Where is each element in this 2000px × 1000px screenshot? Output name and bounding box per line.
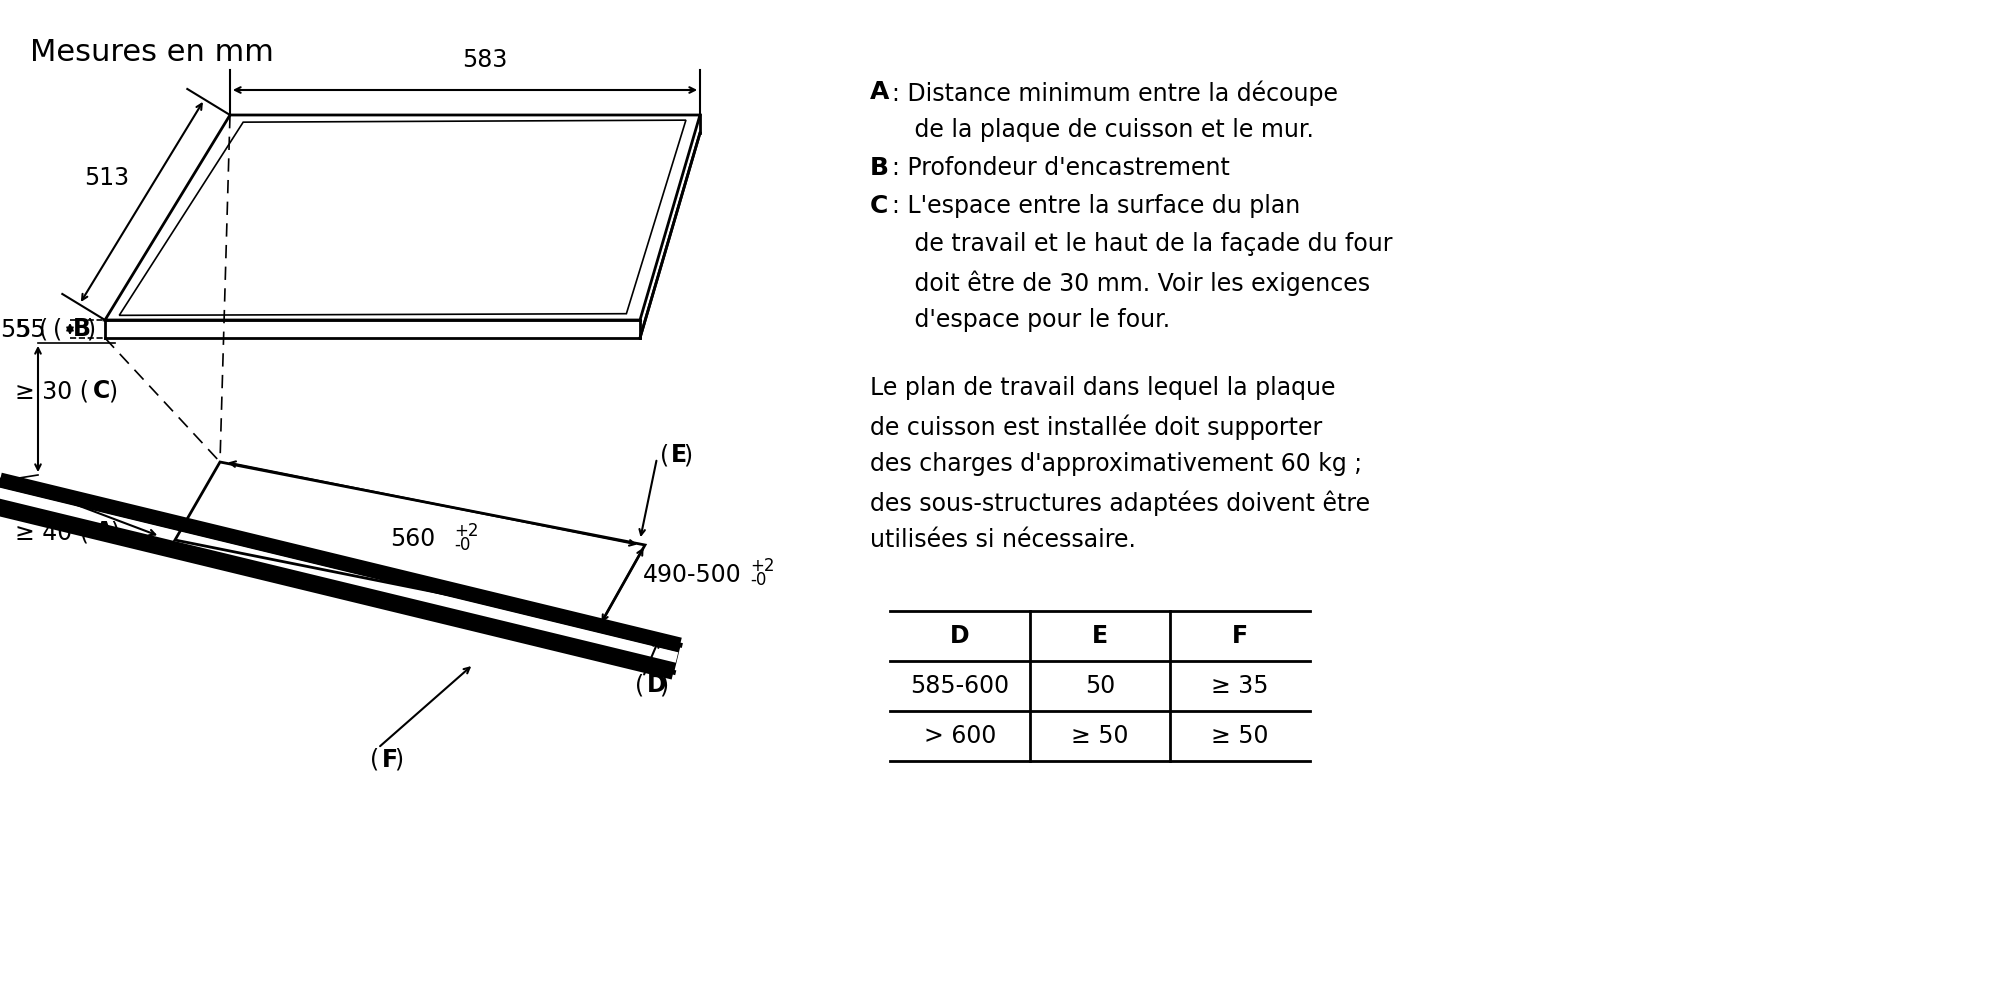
Text: D: D	[648, 673, 666, 697]
Text: 50: 50	[1084, 674, 1116, 698]
Text: ≥ 35: ≥ 35	[1212, 674, 1268, 698]
Text: ): )	[86, 317, 96, 341]
Text: (: (	[636, 673, 644, 697]
Text: ): )	[660, 673, 668, 697]
Text: 583: 583	[462, 48, 508, 72]
Text: +2: +2	[454, 522, 480, 540]
Text: des charges d'approximativement 60 kg ;: des charges d'approximativement 60 kg ;	[870, 452, 1362, 476]
Text: ): )	[108, 379, 118, 403]
Text: ≥ 40 (: ≥ 40 (	[16, 520, 88, 544]
Text: -0: -0	[454, 536, 470, 554]
Text: de la plaque de cuisson et le mur.: de la plaque de cuisson et le mur.	[892, 118, 1314, 142]
Text: ≥ 50: ≥ 50	[1072, 724, 1128, 748]
Text: 560: 560	[390, 526, 436, 550]
Text: d'espace pour le four.: d'espace pour le four.	[892, 308, 1170, 332]
Text: Mesures en mm: Mesures en mm	[30, 38, 274, 67]
Text: (: (	[370, 748, 380, 772]
Text: ≥ 30 (: ≥ 30 (	[16, 379, 88, 403]
Text: -0: -0	[750, 571, 766, 589]
Text: ): )	[394, 748, 404, 772]
Text: 55 (: 55 (	[0, 317, 48, 341]
Text: de travail et le haut de la façade du four: de travail et le haut de la façade du fo…	[892, 232, 1392, 256]
Text: Le plan de travail dans lequel la plaque: Le plan de travail dans lequel la plaque	[870, 376, 1336, 400]
Text: E: E	[672, 443, 688, 467]
Text: A: A	[870, 80, 890, 104]
Text: : L'espace entre la surface du plan: : L'espace entre la surface du plan	[892, 194, 1300, 218]
Text: : Profondeur d'encastrement: : Profondeur d'encastrement	[892, 156, 1230, 180]
Text: B: B	[72, 317, 92, 341]
Text: F: F	[1232, 624, 1248, 648]
Text: E: E	[1092, 624, 1108, 648]
Text: ): )	[684, 443, 692, 467]
Text: ): )	[110, 520, 120, 544]
Text: des sous-structures adaptées doivent être: des sous-structures adaptées doivent êtr…	[870, 490, 1370, 516]
Text: +2: +2	[750, 557, 776, 575]
Text: ≥ 50: ≥ 50	[1212, 724, 1268, 748]
Text: B: B	[870, 156, 888, 180]
Text: 55 (​B): 55 (​B)	[0, 317, 48, 341]
Text: : Distance minimum entre la découpe: : Distance minimum entre la découpe	[892, 80, 1338, 105]
Polygon shape	[0, 487, 678, 663]
Text: 55 (: 55 (	[16, 317, 62, 341]
Text: doit être de 30 mm. Voir les exigences: doit être de 30 mm. Voir les exigences	[892, 270, 1370, 296]
Text: C: C	[870, 194, 888, 218]
Text: A: A	[96, 520, 114, 544]
Text: utilisées si nécessaire.: utilisées si nécessaire.	[870, 528, 1136, 552]
Text: 513: 513	[84, 166, 130, 190]
Text: de cuisson est installée doit supporter: de cuisson est installée doit supporter	[870, 414, 1322, 440]
Text: > 600: > 600	[924, 724, 996, 748]
Text: 490-500: 490-500	[642, 563, 742, 587]
Text: D: D	[950, 624, 970, 648]
Text: F: F	[382, 748, 398, 772]
Text: C: C	[92, 379, 110, 403]
Text: (: (	[660, 443, 670, 467]
Polygon shape	[0, 480, 680, 672]
Text: 585-600: 585-600	[910, 674, 1010, 698]
